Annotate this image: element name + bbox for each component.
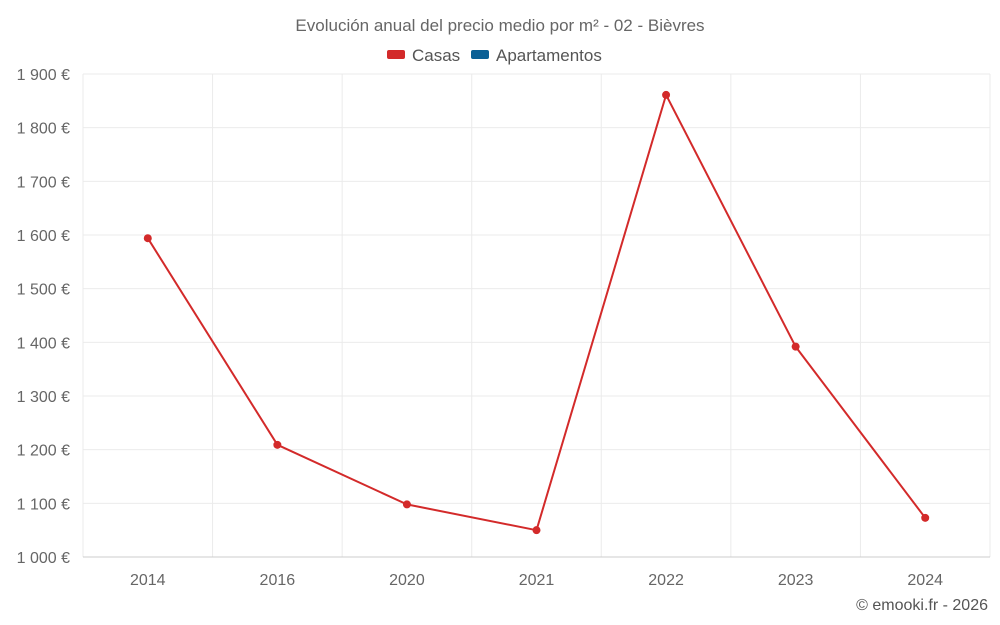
- chart-title: Evolución anual del precio medio por m² …: [295, 16, 704, 35]
- y-tick-label: 1 600 €: [17, 228, 70, 245]
- x-tick-label: 2021: [519, 572, 555, 589]
- series-casas: [143, 90, 930, 535]
- y-tick-label: 1 200 €: [17, 443, 70, 460]
- data-point-casas[interactable]: [532, 526, 541, 535]
- legend: Casas Apartamentos: [387, 46, 602, 65]
- x-tick-label: 2020: [389, 572, 425, 589]
- y-tick-label: 1 000 €: [17, 550, 70, 567]
- x-tick-label: 2023: [778, 572, 814, 589]
- legend-label-casas: Casas: [412, 46, 460, 65]
- data-point-casas[interactable]: [273, 440, 282, 449]
- y-tick-label: 1 500 €: [17, 282, 70, 299]
- y-tick-label: 1 100 €: [17, 496, 70, 513]
- data-point-casas[interactable]: [791, 342, 800, 351]
- data-point-casas[interactable]: [662, 90, 671, 99]
- x-axis-tick-labels: 2014 2016 2020 2021 2022 2023 2024: [130, 572, 943, 589]
- y-tick-label: 1 700 €: [17, 174, 70, 191]
- series-line-casas: [146, 93, 926, 532]
- gridlines: [82, 73, 991, 557]
- data-point-casas[interactable]: [143, 234, 152, 243]
- legend-swatch-apartamentos: [471, 50, 489, 59]
- legend-label-apartamentos: Apartamentos: [496, 46, 602, 65]
- y-tick-label: 1 900 €: [17, 67, 70, 84]
- data-point-casas[interactable]: [921, 513, 930, 522]
- x-tick-label: 2016: [260, 572, 296, 589]
- data-point-casas[interactable]: [402, 500, 411, 509]
- y-axis-tick-labels: 1 900 € 1 800 € 1 700 € 1 600 € 1 500 € 1 400…: [17, 67, 70, 567]
- x-tick-label: 2014: [130, 572, 166, 589]
- chart-credit: © emooki.fr - 2026: [856, 597, 988, 614]
- y-tick-label: 1 800 €: [17, 121, 70, 138]
- legend-swatch-casas: [387, 50, 405, 59]
- legend-item-casas[interactable]: Casas: [387, 46, 460, 65]
- legend-item-apartamentos[interactable]: Apartamentos: [471, 46, 602, 65]
- y-tick-label: 1 300 €: [17, 389, 70, 406]
- y-tick-label: 1 400 €: [17, 335, 70, 352]
- x-tick-label: 2024: [907, 572, 943, 589]
- x-tick-label: 2022: [648, 572, 684, 589]
